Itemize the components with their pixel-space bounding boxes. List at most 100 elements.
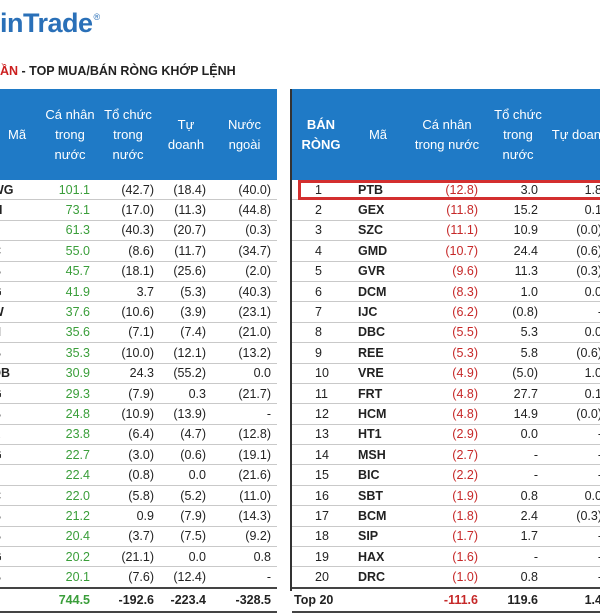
tu-doanh-cell: (0.0) <box>548 403 600 425</box>
to-chuc-cell: 5.8 <box>488 342 548 364</box>
tu-doanh-cell: (0.6) <box>548 240 600 262</box>
to-chuc-cell: (7.6) <box>96 566 160 589</box>
symbol-cell: G <box>0 281 44 303</box>
heading-red-part: ẦN <box>0 64 19 78</box>
tu-doanh-cell: 0.1 <box>548 199 600 221</box>
to-chuc-cell: 5.3 <box>488 322 548 344</box>
rank-cell: 4 <box>292 240 350 262</box>
to-chuc-cell: 0.9 <box>96 505 160 527</box>
table-row: G22.7(3.0)(0.6)(19.1) <box>0 444 277 466</box>
symbol-cell: SZC <box>350 220 406 242</box>
rank-cell: 10 <box>292 363 350 384</box>
ca-nhan-cell: 21.2 <box>44 505 96 527</box>
to-chuc-cell: - <box>488 464 548 486</box>
nuoc-ngoai-cell: (12.8) <box>212 424 277 446</box>
table-row: T22.4(0.8)0.0(21.6) <box>0 464 277 486</box>
ca-nhan-cell: 20.1 <box>44 566 96 589</box>
nuoc-ngoai-cell: (0.3) <box>212 220 277 242</box>
tu-doanh-cell: (13.9) <box>160 403 212 425</box>
ca-nhan-cell: 23.8 <box>44 424 96 446</box>
ca-nhan-cell: (11.8) <box>406 199 488 221</box>
table-row: B20.1(7.6)(12.4)- <box>0 566 277 589</box>
symbol-cell: X <box>0 424 44 446</box>
symbol-cell: N <box>0 322 44 344</box>
tu-doanh-cell: (7.5) <box>160 526 212 548</box>
brand-logo: inTrade® <box>0 8 100 39</box>
symbol-cell: G <box>0 546 44 568</box>
to-chuc-cell: 0.8 <box>488 485 548 507</box>
header-tu-doanh: Tự doanh <box>160 89 212 180</box>
table-row: G20.2(21.1)0.00.8 <box>0 546 277 568</box>
rank-cell: 8 <box>292 322 350 344</box>
tu-doanh-cell: 0.0 <box>160 464 212 486</box>
ca-nhan-cell: 29.3 <box>44 383 96 405</box>
net-sell-header-row: BÁN RÒNG Mã Cá nhân trong nước Tổ chức t… <box>292 89 600 180</box>
nuoc-ngoai-cell: - <box>212 403 277 425</box>
tu-doanh-cell: 0.3 <box>160 383 212 405</box>
ca-nhan-cell: (9.6) <box>406 261 488 282</box>
nuoc-ngoai-cell: 0.8 <box>212 546 277 568</box>
to-chuc-cell: 15.2 <box>488 199 548 221</box>
to-chuc-cell: (21.1) <box>96 546 160 568</box>
heading-title: - TOP MUA/BÁN RÒNG KHỚP LỆNH <box>18 64 236 78</box>
to-chuc-cell: (3.7) <box>96 526 160 548</box>
rank-cell: 18 <box>292 526 350 548</box>
table-row: B24.8(10.9)(13.9)- <box>0 403 277 425</box>
brand-logo-text: inTrade <box>0 8 93 38</box>
to-chuc-cell: (3.0) <box>96 444 160 466</box>
to-chuc-cell: (6.4) <box>96 424 160 446</box>
symbol-cell: HAX <box>350 546 406 568</box>
tu-doanh-cell: - <box>548 566 600 589</box>
tu-doanh-cell: (0.3) <box>548 505 600 527</box>
symbol-cell: HT1 <box>350 424 406 446</box>
to-chuc-cell: (8.6) <box>96 240 160 262</box>
nuoc-ngoai-cell: (23.1) <box>212 301 277 323</box>
nuoc-ngoai-cell: (34.7) <box>212 240 277 262</box>
report-heading: ẦN - TOP MUA/BÁN RÒNG KHỚP LỆNH <box>0 64 236 78</box>
to-chuc-cell: (42.7) <box>96 180 160 201</box>
nuoc-ngoai-cell: (9.2) <box>212 526 277 548</box>
symbol-cell: WG <box>0 180 44 201</box>
ca-nhan-cell: (10.7) <box>406 240 488 262</box>
registered-mark: ® <box>93 12 101 22</box>
symbol-cell: FRT <box>350 383 406 405</box>
nuoc-ngoai-cell: 0.0 <box>212 363 277 384</box>
rank-cell: 3 <box>292 220 350 242</box>
ca-nhan-cell: 101.1 <box>44 180 96 201</box>
symbol-cell: GMD <box>350 240 406 262</box>
table-row: DB30.924.3(55.2)0.0 <box>0 363 277 384</box>
to-chuc-cell: 10.9 <box>488 220 548 242</box>
symbol-cell: T <box>0 220 44 242</box>
tu-doanh-cell: - <box>548 301 600 323</box>
to-chuc-cell: (5.8) <box>96 485 160 507</box>
table-row: M73.1(17.0)(11.3)(44.8) <box>0 199 277 221</box>
highlight-box <box>298 180 600 200</box>
to-chuc-cell: (10.6) <box>96 301 160 323</box>
rank-cell: 7 <box>292 301 350 323</box>
rank-cell: 11 <box>292 383 350 405</box>
header-ca-nhan: Cá nhân trong nước <box>44 89 96 180</box>
header-ma: Mã <box>0 89 44 180</box>
header-to-chuc: Tổ chức trong nước <box>488 89 548 180</box>
to-chuc-cell: (40.3) <box>96 220 160 242</box>
table-row: G29.3(7.9)0.3(21.7) <box>0 383 277 405</box>
ca-nhan-cell: 61.3 <box>44 220 96 242</box>
tu-doanh-cell: 0.0 <box>548 485 600 507</box>
rank-cell: 16 <box>292 485 350 507</box>
symbol-cell: DBC <box>350 322 406 344</box>
ca-nhan-cell: (1.8) <box>406 505 488 527</box>
nuoc-ngoai-cell: (21.0) <box>212 322 277 344</box>
symbol-cell: B <box>0 403 44 425</box>
ca-nhan-cell: (4.8) <box>406 403 488 425</box>
to-chuc-cell: (7.9) <box>96 383 160 405</box>
tu-doanh-cell: 0.1 <box>548 383 600 405</box>
tu-doanh-cell: - <box>548 464 600 486</box>
nuoc-ngoai-cell: (11.0) <box>212 485 277 507</box>
